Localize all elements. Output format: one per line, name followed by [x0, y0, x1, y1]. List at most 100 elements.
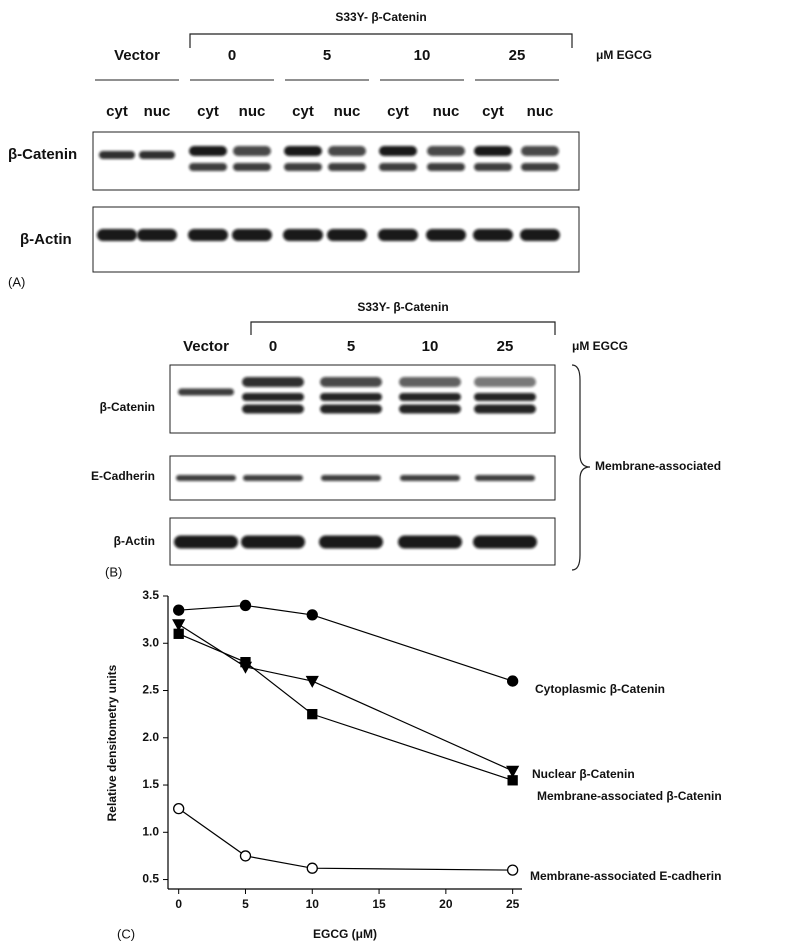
y-tick-label: 1.5	[142, 777, 159, 791]
fraction-label: nuc	[433, 103, 460, 120]
fraction-label: nuc	[527, 103, 554, 120]
band	[327, 229, 367, 241]
band	[399, 404, 461, 414]
band	[328, 146, 366, 156]
marker	[173, 628, 184, 639]
fraction-label: cyt	[106, 103, 128, 120]
band	[188, 229, 228, 241]
lane-label: 10	[422, 338, 439, 355]
band	[320, 404, 382, 414]
band	[473, 229, 513, 241]
band	[426, 229, 466, 241]
y-tick-label: 2.5	[142, 683, 159, 697]
band	[97, 229, 137, 241]
marker	[507, 775, 518, 786]
line	[178, 604, 513, 682]
y-tick-label: 1.0	[142, 824, 159, 838]
band	[176, 475, 236, 481]
lane-label: Vector	[114, 47, 160, 64]
blot	[92, 131, 580, 191]
fraction-label: cyt	[197, 103, 219, 120]
band	[139, 151, 175, 159]
lane-label: 25	[509, 47, 526, 64]
construct-label: S33Y- β-Catenin	[357, 300, 448, 314]
x-tick-label: 15	[372, 897, 386, 911]
y-axis-title: Relative densitometry units	[105, 664, 119, 821]
band	[378, 229, 418, 241]
band	[474, 404, 536, 414]
band	[233, 163, 271, 171]
fraction-label: nuc	[144, 103, 171, 120]
band	[242, 377, 304, 387]
band	[137, 229, 177, 241]
band	[320, 377, 382, 387]
band	[241, 535, 305, 549]
fraction-label: cyt	[482, 103, 504, 120]
lane-label: 25	[497, 338, 514, 355]
band	[189, 163, 227, 171]
band	[400, 475, 460, 481]
unit-label: μM EGCG	[596, 48, 652, 62]
band	[233, 146, 271, 156]
band	[475, 475, 535, 481]
marker	[306, 609, 318, 621]
brace-label: Membrane-associated	[595, 459, 721, 473]
marker	[506, 864, 519, 876]
lane-label: 5	[347, 338, 355, 355]
y-tick-label: 3.5	[142, 588, 159, 602]
marker	[239, 850, 252, 862]
lane-label: 0	[269, 338, 277, 355]
row-label: β-Actin	[20, 231, 72, 248]
band	[178, 388, 234, 396]
band	[427, 163, 465, 171]
fraction-label: cyt	[292, 103, 314, 120]
row-label: E-Cadherin	[91, 469, 155, 483]
x-axis-title: EGCG (μM)	[313, 927, 377, 941]
bracket	[250, 321, 556, 335]
fraction-label: nuc	[334, 103, 361, 120]
line	[178, 808, 513, 871]
unit-label: μM EGCG	[572, 339, 628, 353]
marker	[506, 675, 519, 687]
band	[427, 146, 465, 156]
band	[379, 146, 417, 156]
line	[178, 623, 513, 772]
band	[520, 229, 560, 241]
x-tick-label: 25	[506, 897, 520, 911]
band	[474, 146, 512, 156]
band	[399, 377, 461, 387]
band	[284, 146, 322, 156]
series-label: Nuclear β-Catenin	[532, 767, 635, 781]
band	[474, 393, 536, 401]
band	[321, 475, 381, 481]
band	[243, 475, 303, 481]
line	[178, 633, 513, 781]
band	[474, 377, 536, 387]
band	[284, 163, 322, 171]
series-label: Membrane-associated E-cadherin	[530, 869, 721, 883]
fraction-label: nuc	[239, 103, 266, 120]
marker	[305, 675, 319, 688]
band	[328, 163, 366, 171]
row-label: β-Catenin	[100, 400, 155, 414]
band	[189, 146, 227, 156]
series-label: Cytoplasmic β-Catenin	[535, 682, 665, 696]
lane-label: Vector	[183, 338, 229, 355]
band	[474, 163, 512, 171]
lane-label: 5	[323, 47, 331, 64]
band	[379, 163, 417, 171]
x-tick-label: 5	[242, 897, 249, 911]
band	[521, 146, 559, 156]
lane-label: 10	[414, 47, 431, 64]
band	[320, 393, 382, 401]
band	[521, 163, 559, 171]
band	[283, 229, 323, 241]
band	[174, 535, 238, 549]
bracket	[189, 33, 573, 48]
band	[319, 535, 383, 549]
marker	[173, 604, 185, 616]
band	[242, 393, 304, 401]
fraction-label: cyt	[387, 103, 409, 120]
band	[399, 393, 461, 401]
